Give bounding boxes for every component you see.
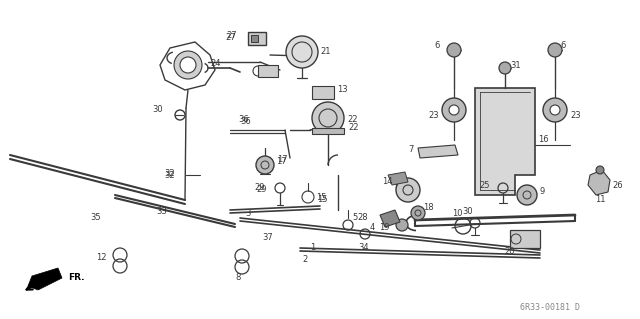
Text: 36: 36 xyxy=(240,117,251,127)
Bar xyxy=(251,35,258,42)
Text: 26: 26 xyxy=(612,181,623,189)
Polygon shape xyxy=(28,268,62,290)
Circle shape xyxy=(411,206,425,220)
Polygon shape xyxy=(475,88,535,195)
Polygon shape xyxy=(588,170,610,195)
Text: 12: 12 xyxy=(97,253,107,262)
Text: 8: 8 xyxy=(236,273,241,283)
Text: 31: 31 xyxy=(510,61,520,70)
Bar xyxy=(312,86,334,99)
Text: 15: 15 xyxy=(317,196,328,204)
Text: 27: 27 xyxy=(225,33,236,41)
Text: 16: 16 xyxy=(538,136,548,145)
Text: 32: 32 xyxy=(164,168,175,177)
Circle shape xyxy=(447,43,461,57)
Polygon shape xyxy=(418,145,458,158)
Text: 20: 20 xyxy=(505,248,515,256)
Text: 25: 25 xyxy=(479,181,490,189)
Text: 1: 1 xyxy=(310,243,316,253)
Text: 14: 14 xyxy=(383,177,393,187)
Circle shape xyxy=(548,43,562,57)
Text: 37: 37 xyxy=(262,234,273,242)
Text: 36: 36 xyxy=(238,115,249,124)
Text: 28: 28 xyxy=(357,213,368,222)
Circle shape xyxy=(499,62,511,74)
Polygon shape xyxy=(380,210,400,227)
Text: 33: 33 xyxy=(156,206,167,216)
Circle shape xyxy=(543,98,567,122)
Text: 5: 5 xyxy=(352,213,357,222)
Text: 23: 23 xyxy=(428,110,439,120)
Circle shape xyxy=(396,178,420,202)
Circle shape xyxy=(396,219,408,231)
Text: 27: 27 xyxy=(227,32,237,41)
Text: 17: 17 xyxy=(276,158,287,167)
Text: 21: 21 xyxy=(320,48,330,56)
Text: 30: 30 xyxy=(152,106,163,115)
Text: 32: 32 xyxy=(164,170,175,180)
Text: 22: 22 xyxy=(348,123,358,132)
Text: 17: 17 xyxy=(277,155,287,165)
Bar xyxy=(510,230,540,248)
Polygon shape xyxy=(388,172,408,185)
Text: 13: 13 xyxy=(337,85,348,94)
Text: 15: 15 xyxy=(316,192,326,202)
Circle shape xyxy=(286,36,318,68)
Bar xyxy=(248,32,266,45)
Text: 11: 11 xyxy=(595,196,605,204)
Text: 6: 6 xyxy=(435,41,440,49)
Text: 3: 3 xyxy=(245,210,250,219)
Text: 22: 22 xyxy=(347,115,358,124)
Circle shape xyxy=(312,102,344,134)
Text: 6R33-00181 D: 6R33-00181 D xyxy=(520,303,580,313)
Circle shape xyxy=(256,156,274,174)
Circle shape xyxy=(550,105,560,115)
Text: 29: 29 xyxy=(257,184,267,194)
Text: 35: 35 xyxy=(90,213,100,222)
Text: 9: 9 xyxy=(540,188,545,197)
Text: 2: 2 xyxy=(302,256,307,264)
Text: 23: 23 xyxy=(570,110,580,120)
Circle shape xyxy=(517,185,537,205)
Circle shape xyxy=(442,98,466,122)
Circle shape xyxy=(449,105,459,115)
Text: 18: 18 xyxy=(423,204,434,212)
Text: 30: 30 xyxy=(462,207,473,217)
Text: 7: 7 xyxy=(408,145,414,154)
Text: 34: 34 xyxy=(358,243,369,253)
Text: 24: 24 xyxy=(210,60,221,69)
Polygon shape xyxy=(312,128,344,134)
Circle shape xyxy=(174,51,202,79)
Circle shape xyxy=(596,166,604,174)
Text: 4: 4 xyxy=(370,224,375,233)
Bar xyxy=(258,65,278,77)
Text: 19: 19 xyxy=(380,224,390,233)
Circle shape xyxy=(180,57,196,73)
Text: 10: 10 xyxy=(452,209,463,218)
Text: FR.: FR. xyxy=(68,273,84,283)
Text: 29: 29 xyxy=(255,183,265,192)
Text: 6: 6 xyxy=(560,41,565,49)
